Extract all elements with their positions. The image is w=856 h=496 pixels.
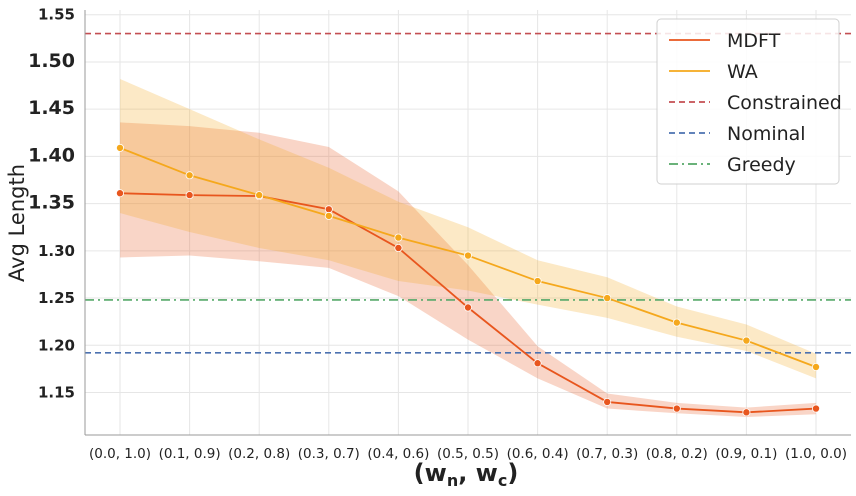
x-tick-label-7: (0.7, 0.3) xyxy=(576,446,638,462)
data-point-mdft-9 xyxy=(742,408,751,417)
legend-entries: MDFT WA Constrained Nominal Greedy xyxy=(669,30,842,176)
y-tick-label-5: 1.40 xyxy=(28,144,75,166)
x-tick-label-5: (0.5, 0.5) xyxy=(437,446,499,462)
x-tick-label-8: (0.8, 0.2) xyxy=(646,446,708,462)
data-point-wa-6 xyxy=(533,277,542,286)
series-lines xyxy=(116,143,821,417)
data-point-mdft-4 xyxy=(394,243,403,252)
y-tick-label-3: 1.30 xyxy=(38,242,75,260)
confidence-band-mdft xyxy=(120,122,816,418)
legend-label-mdft: MDFT xyxy=(727,30,781,52)
x-tick-label-10: (1.0, 0.0) xyxy=(785,446,847,462)
y-tick-label-8: 1.55 xyxy=(38,6,75,24)
legend: MDFT WA Constrained Nominal Greedy xyxy=(656,18,842,185)
grid xyxy=(85,10,851,435)
x-tick-label-4: (0.4, 0.6) xyxy=(367,446,429,462)
x-axis-title-sep: , w xyxy=(458,459,498,487)
data-point-wa-8 xyxy=(672,318,681,327)
x-tick-label-3: (0.3, 0.7) xyxy=(298,446,360,462)
y-tick-labels: 1.15 1.20 1.25 1.30 1.35 1.40 1.45 1.50 1.55 xyxy=(28,6,75,402)
data-point-wa-9 xyxy=(742,336,751,345)
data-point-mdft-6 xyxy=(533,359,542,368)
y-tick-label-7: 1.50 xyxy=(28,50,75,72)
data-point-wa-3 xyxy=(324,211,333,220)
reference-lines xyxy=(85,32,851,354)
legend-label-constrained: Constrained xyxy=(727,92,842,114)
x-tick-label-0: (0.0, 1.0) xyxy=(89,446,151,462)
data-point-wa-1 xyxy=(185,171,194,180)
data-point-wa-0 xyxy=(116,143,125,152)
data-point-wa-4 xyxy=(394,233,403,242)
confidence-band-wa xyxy=(120,78,816,379)
y-axis-title: Avg Length xyxy=(5,164,29,282)
confidence-bands xyxy=(120,78,816,418)
data-point-mdft-10 xyxy=(812,404,821,413)
data-point-mdft-8 xyxy=(672,404,681,413)
data-point-mdft-5 xyxy=(463,303,472,312)
y-tick-label-2: 1.25 xyxy=(38,289,75,307)
axes xyxy=(84,10,851,436)
x-axis-title-sub-c: c xyxy=(498,471,507,490)
x-tick-label-9: (0.9, 0.1) xyxy=(715,446,777,462)
data-point-mdft-3 xyxy=(324,205,333,214)
y-tick-label-0: 1.15 xyxy=(38,384,75,402)
data-point-wa-10 xyxy=(812,362,821,371)
data-point-wa-5 xyxy=(463,251,472,260)
data-point-mdft-7 xyxy=(603,397,612,406)
x-tick-label-6: (0.6, 0.4) xyxy=(507,446,569,462)
legend-label-wa: WA xyxy=(727,61,758,83)
x-tick-labels: (0.0, 1.0) (0.1, 0.9) (0.2, 0.8) (0.3, 0.7)… xyxy=(89,446,847,462)
y-tick-label-6: 1.45 xyxy=(28,97,75,119)
x-tick-label-2: (0.2, 0.8) xyxy=(228,446,290,462)
legend-label-nominal: Nominal xyxy=(727,123,806,145)
x-axis-title: (wn, wc) xyxy=(414,459,519,490)
y-tick-label-1: 1.20 xyxy=(38,336,75,354)
x-tick-label-1: (0.1, 0.9) xyxy=(159,446,221,462)
legend-box xyxy=(656,18,840,185)
y-tick-label-4: 1.35 xyxy=(28,192,75,214)
data-point-mdft-1 xyxy=(185,191,194,200)
x-axis-title-close: ) xyxy=(507,459,518,487)
data-point-wa-7 xyxy=(603,294,612,303)
legend-label-greedy: Greedy xyxy=(727,154,796,176)
x-axis-title-sub-n: n xyxy=(447,471,458,490)
x-axis-title-main: (w xyxy=(414,459,447,487)
data-point-wa-2 xyxy=(255,191,264,200)
data-point-mdft-0 xyxy=(116,189,125,198)
